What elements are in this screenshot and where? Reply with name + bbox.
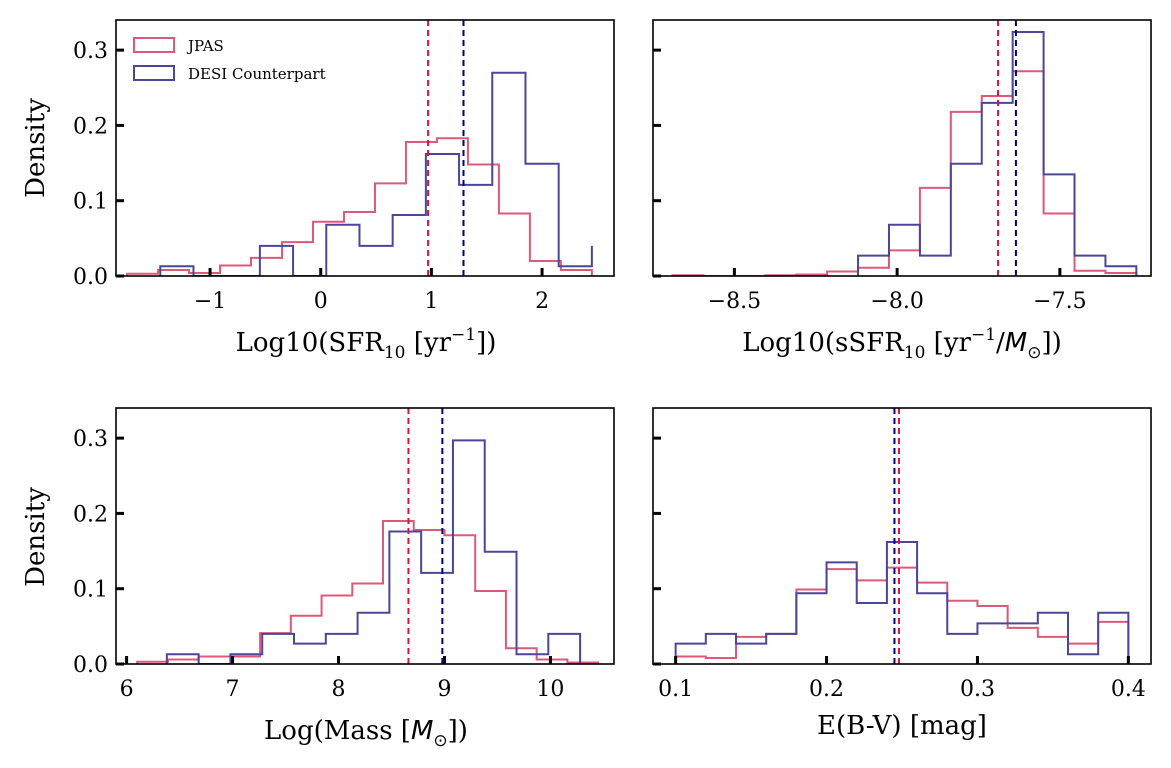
panel-ssfr: −8.5 −8.0 −7.5 xyxy=(652,19,1152,314)
hist-mass-desi xyxy=(165,439,582,664)
x-tick-label-ebv-1: 0.2 xyxy=(809,677,844,702)
hist-ebv-jpas xyxy=(674,566,1130,664)
panel-sfr: −1 0 1 2 0.0 0.1 0.2 0.3 xyxy=(73,19,615,314)
axes-frame-mass xyxy=(115,407,615,665)
axes-frame-ssfr xyxy=(652,19,1152,277)
x-tick-label-ssfr-0: −8.5 xyxy=(708,289,761,314)
legend-label-desi: DESI Counterpart xyxy=(188,65,326,83)
hist-sfr-desi xyxy=(159,71,593,276)
axes-frame-sfr xyxy=(115,19,615,277)
plot-area-ssfr xyxy=(671,20,1138,276)
legend: JPAS DESI Counterpart xyxy=(133,37,326,83)
y-tick-label-mass-0: 0.0 xyxy=(73,653,108,678)
x-tick-label-mass-2: 8 xyxy=(332,677,346,702)
x-axis-label-ebv: E(B-V) [mag] xyxy=(817,711,987,741)
y-tick-label-sfr-1: 0.1 xyxy=(73,190,108,215)
y-tick-label-mass-3: 0.3 xyxy=(73,427,108,452)
panel-mass: 6 7 8 9 10 0.0 0.1 0.2 0.3 xyxy=(73,407,615,702)
hist-mass-jpas xyxy=(136,519,600,664)
y-axis-label-top: Density xyxy=(21,98,51,198)
x-tick-label-mass-0: 6 xyxy=(120,677,134,702)
legend-label-jpas: JPAS xyxy=(186,37,224,55)
x-tick-label-ssfr-2: −7.5 xyxy=(1033,289,1086,314)
axes-frame-ebv xyxy=(652,407,1152,665)
hist-ebv-desi xyxy=(674,541,1130,664)
x-tick-label-sfr-3: 2 xyxy=(535,289,549,314)
x-axis-label-sfr: Log10(SFR10 [yr−1]) xyxy=(236,325,497,363)
plot-area-mass xyxy=(136,408,600,664)
y-tick-label-sfr-3: 0.3 xyxy=(73,39,108,64)
legend-swatch-jpas xyxy=(133,37,175,53)
x-tick-label-sfr-0: −1 xyxy=(194,289,226,314)
legend-swatch-desi xyxy=(133,65,175,81)
y-tick-label-mass-2: 0.2 xyxy=(73,502,108,527)
plots-layer: −1 0 1 2 0.0 0.1 0.2 0.3 −8.5 −8.0 −7.5 6 7 8 9 10 0.0 0.… xyxy=(73,19,1152,702)
panel-ebv: 0.1 0.2 0.3 0.4 xyxy=(652,407,1152,702)
plot-area-sfr xyxy=(126,20,593,276)
plot-area-ebv xyxy=(674,408,1130,664)
y-axis-label-bottom: Density xyxy=(21,487,51,587)
x-axis-label-ssfr: Log10(sSFR10 [yr−1/M⊙]) xyxy=(742,325,1062,363)
y-tick-label-mass-1: 0.1 xyxy=(73,578,108,603)
x-tick-label-mass-4: 10 xyxy=(536,677,564,702)
x-tick-label-sfr-2: 1 xyxy=(424,289,438,314)
y-tick-label-sfr-2: 0.2 xyxy=(73,114,108,139)
y-tick-label-sfr-0: 0.0 xyxy=(73,265,108,290)
x-tick-label-sfr-1: 0 xyxy=(314,289,328,314)
x-tick-label-ssfr-1: −8.0 xyxy=(870,289,923,314)
x-tick-label-ebv-2: 0.3 xyxy=(960,677,995,702)
x-tick-label-ebv-3: 0.4 xyxy=(1111,677,1146,702)
x-axis-label-mass: Log(Mass [M⊙]) xyxy=(264,716,468,751)
x-tick-label-mass-3: 9 xyxy=(437,677,451,702)
x-tick-label-ebv-0: 0.1 xyxy=(658,677,693,702)
hist-sfr-jpas xyxy=(126,137,593,276)
x-tick-label-mass-1: 7 xyxy=(226,677,240,702)
